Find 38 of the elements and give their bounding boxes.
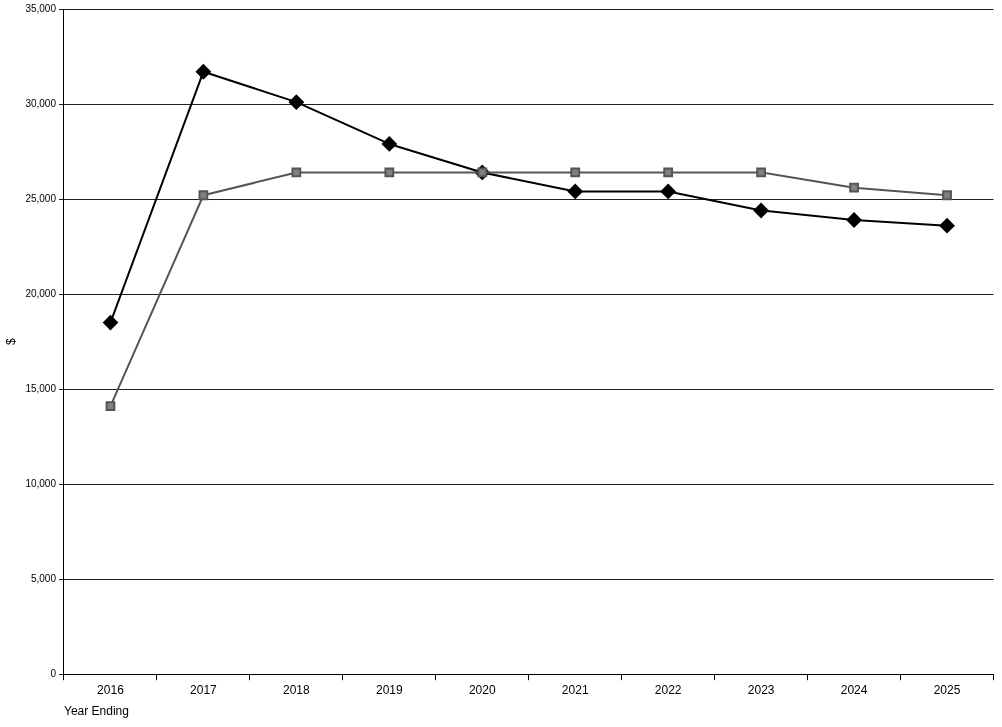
point: [753, 202, 769, 218]
x-tick-label: 2016: [97, 682, 125, 697]
y-tick-label: 10,000: [25, 477, 57, 489]
point: [384, 167, 395, 178]
x-tick-label: 2020: [468, 682, 496, 697]
x-axis-title: Year Ending: [63, 704, 129, 719]
point: [663, 167, 674, 178]
point: [756, 167, 767, 178]
point: [567, 183, 583, 199]
y-tick-label: 35,000: [25, 2, 57, 14]
point: [105, 401, 116, 412]
y-axis-title: $: [3, 337, 18, 345]
point: [195, 64, 211, 80]
point: [381, 136, 397, 152]
point: [660, 183, 676, 199]
point: [849, 182, 859, 193]
y-tick-label: 20,000: [25, 287, 57, 299]
point: [570, 167, 581, 178]
x-tick-label: 2017: [190, 682, 218, 697]
point: [291, 167, 302, 178]
point: [939, 218, 955, 234]
point: [288, 94, 304, 110]
x-tick-label: 2024: [840, 682, 868, 697]
y-tick-label: 30,000: [25, 97, 57, 109]
point: [102, 315, 118, 331]
point: [198, 190, 209, 201]
y-tick-label: 5,000: [30, 572, 57, 584]
y-tick-label: 0: [50, 667, 57, 679]
x-tick-label: 2018: [283, 682, 311, 697]
x-tick-label: 2025: [933, 682, 961, 697]
y-tick-label: 15,000: [25, 382, 57, 394]
y-tick-label: 25,000: [25, 192, 57, 204]
x-tick-label: 2022: [654, 682, 682, 697]
point: [846, 212, 862, 228]
x-tick-label: 2023: [747, 682, 775, 697]
x-tick-label: 2019: [375, 682, 403, 697]
x-tick-label: 2021: [561, 682, 589, 697]
point: [942, 190, 952, 201]
